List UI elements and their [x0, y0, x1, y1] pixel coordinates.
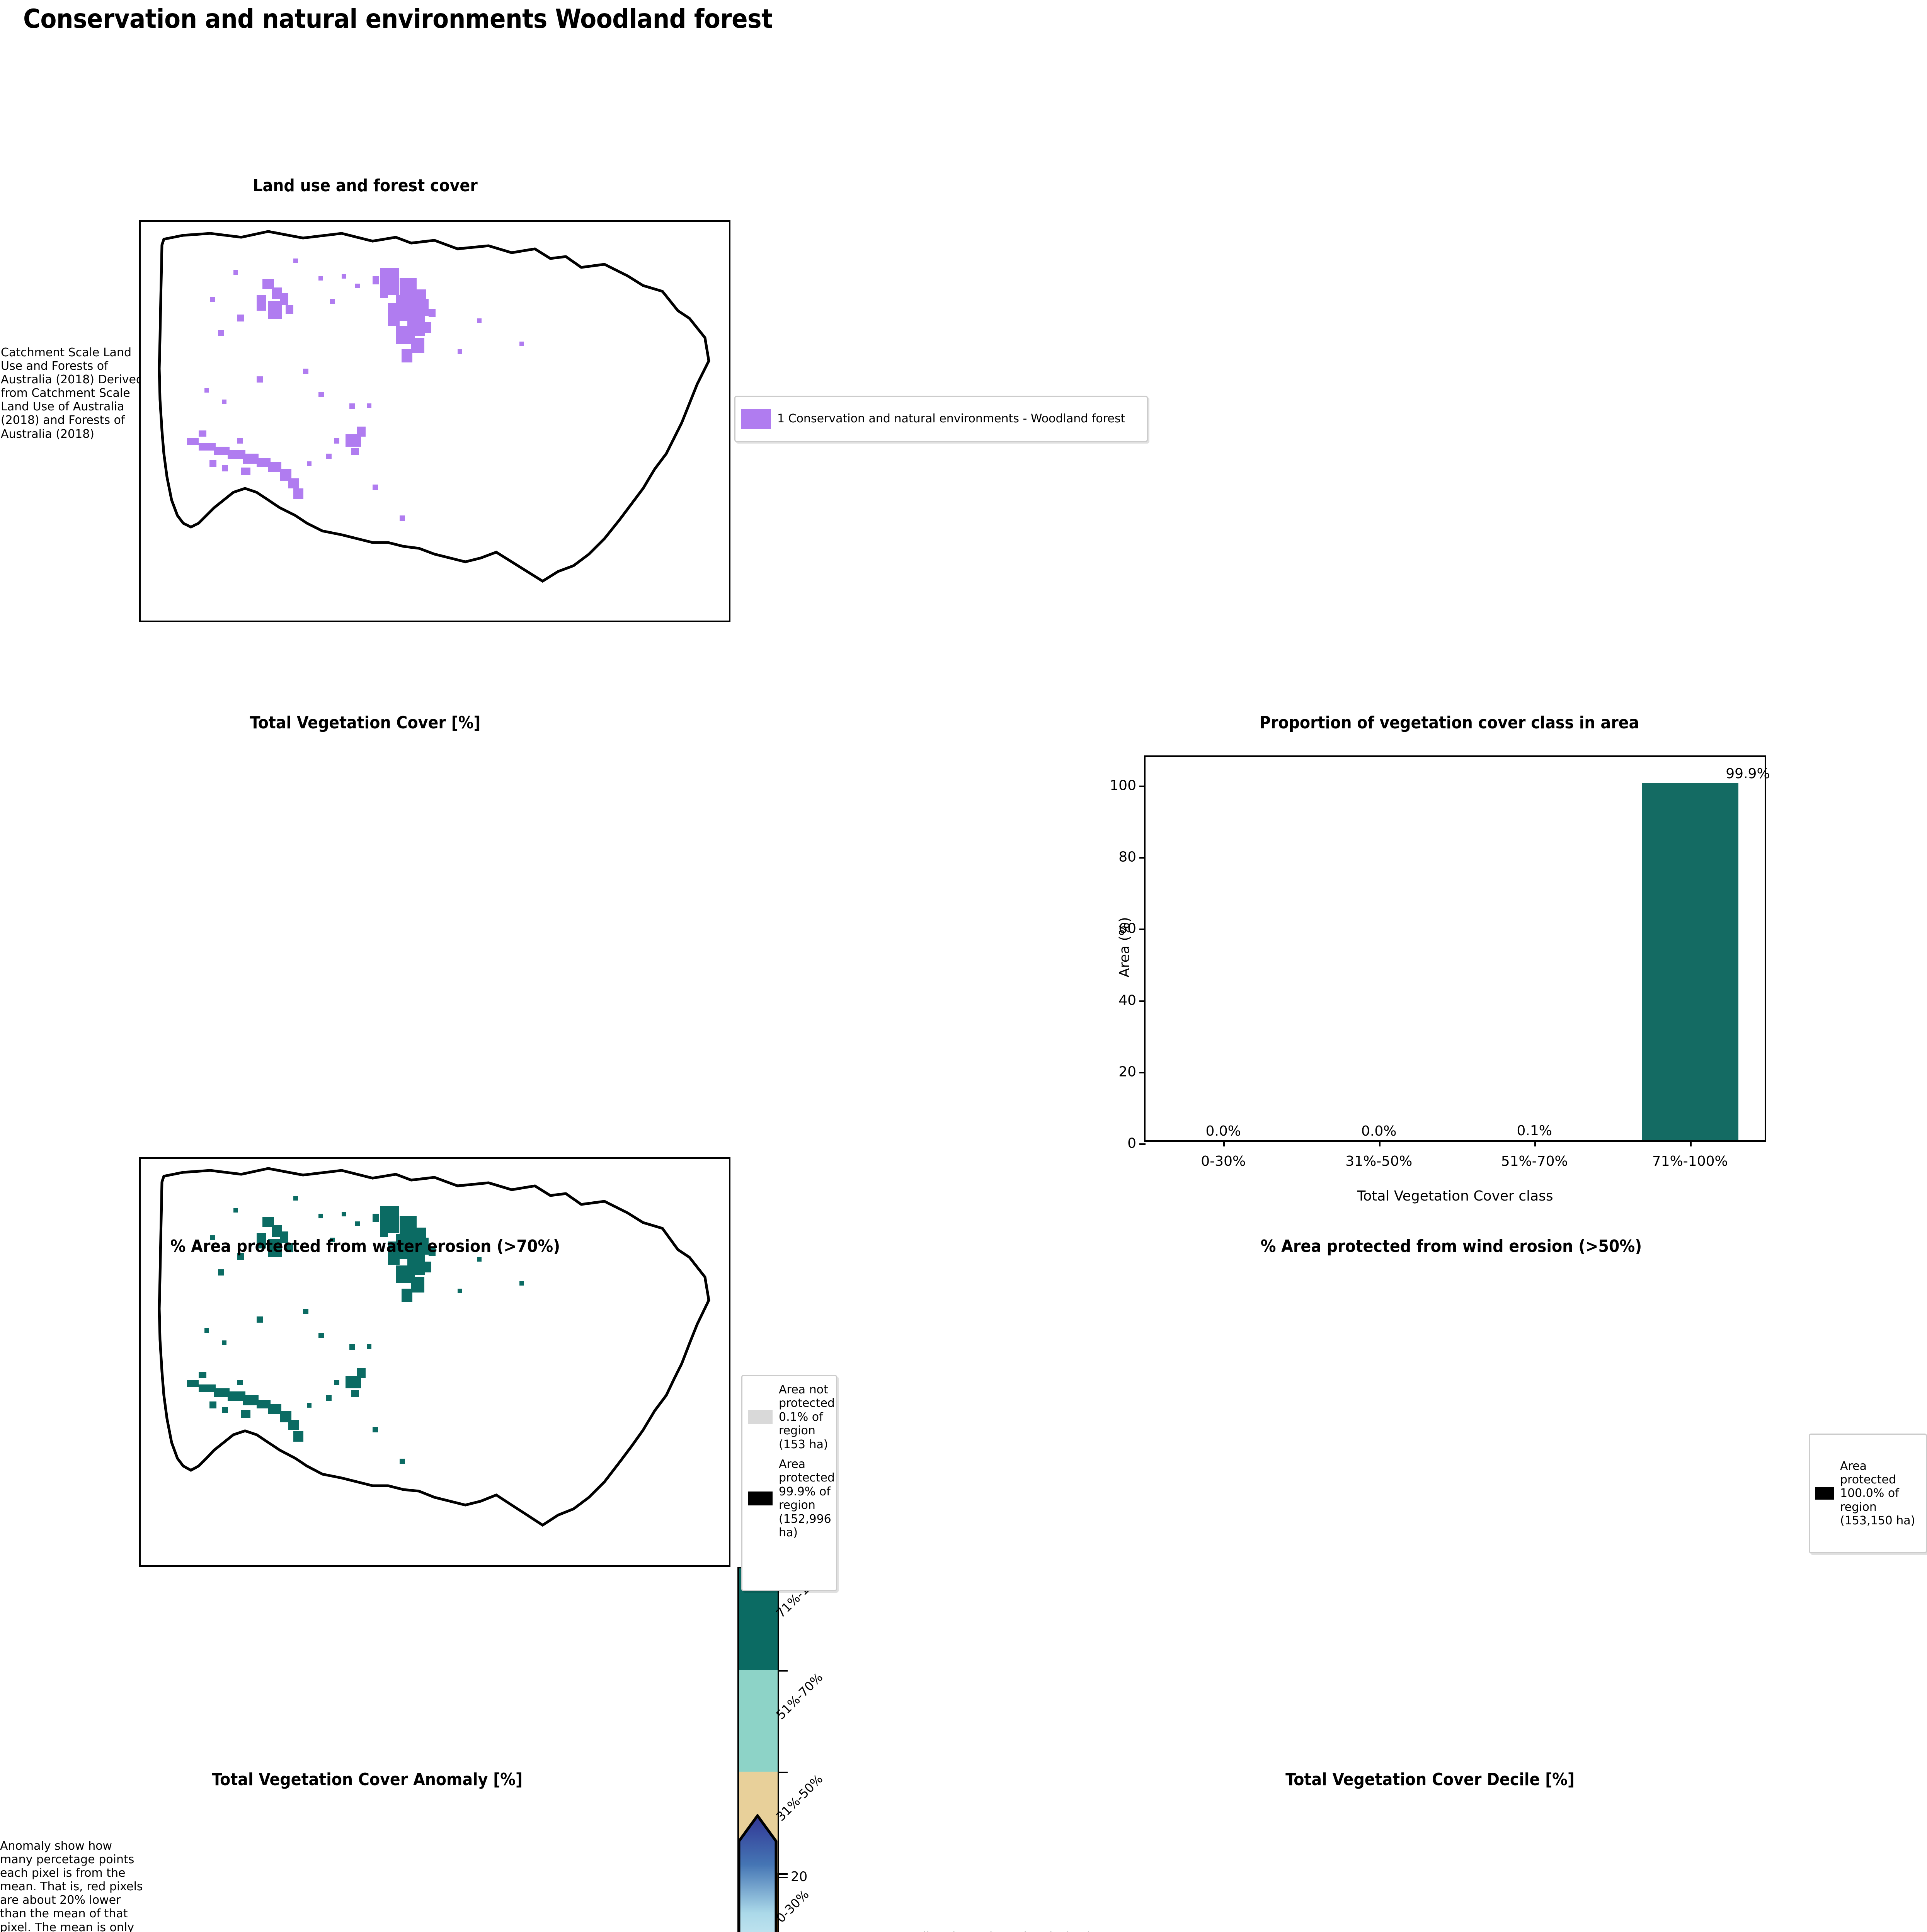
wind-erosion-panel-title: % Area protected from wind erosion (>50%… — [1260, 1236, 1642, 1256]
proportion-bar-chart[interactable]: 0 20 40 60 80 100 0-30% 0.0% 31%-50% 0.0% 51%-70% 0… — [1110, 755, 1770, 1204]
chart-y-tick-mark — [1139, 786, 1146, 787]
chart-x-tick-label: 71%-100% — [1652, 1153, 1728, 1169]
water-erosion-legend: Area not protected 0.1% of region (153 h… — [741, 1375, 837, 1591]
anomaly-explanation-note: Anomaly show how many percetage points e… — [0, 1839, 143, 1932]
water-erosion-legend-swatch-not-protected — [748, 1410, 773, 1424]
chart-x-tick-mark — [1379, 1140, 1381, 1146]
anomaly-panel-title: Total Vegetation Cover Anomaly [%] — [211, 1770, 523, 1789]
chart-y-tick-label: 20 — [1118, 1064, 1136, 1080]
water-erosion-legend-label-protected: Area protected 99.9% of region (152,996 … — [779, 1457, 835, 1539]
chart-y-tick-label: 0 — [1127, 1135, 1136, 1151]
chart-y-axis-label: Area (%) — [1117, 917, 1133, 978]
water-erosion-legend-label-not-protected: Area not protected 0.1% of region (153 h… — [779, 1383, 835, 1451]
land-use-pixels — [187, 259, 524, 521]
veg-cover-colorbar-segment — [739, 1670, 778, 1772]
veg-cover-pixels — [187, 1196, 524, 1464]
chart-x-tick-mark — [1223, 1140, 1225, 1146]
chart-x-tick-mark — [1690, 1140, 1692, 1146]
chart-bar-value-label: 99.9% — [1726, 766, 1770, 782]
chart-bar-value-label: 0.1% — [1517, 1123, 1552, 1139]
legend-item: Area protected 100.0% of region (153,150… — [1815, 1459, 1920, 1528]
veg-cover-map[interactable] — [139, 1157, 730, 1567]
land-use-map[interactable] — [139, 220, 730, 622]
land-use-legend-swatch — [741, 409, 771, 429]
chart-y-tick-mark — [1139, 1000, 1146, 1002]
chart-x-tick-mark — [1534, 1140, 1536, 1146]
chart-x-tick-label: 31%-50% — [1345, 1153, 1413, 1169]
land-use-legend: 1 Conservation and natural environments … — [734, 396, 1148, 442]
land-use-map-svg — [158, 230, 710, 583]
decile-panel-title: Total Vegetation Cover Decile [%] — [1285, 1770, 1575, 1789]
land-use-panel-title: Land use and forest cover — [253, 176, 478, 196]
chart-y-tick-label: 80 — [1118, 849, 1136, 865]
chart-y-tick-mark — [1139, 929, 1146, 930]
veg-cover-colorbar-tick — [778, 1772, 788, 1773]
land-use-legend-label: 1 Conservation and natural environments … — [777, 412, 1125, 426]
veg-cover-colorbar-tick — [778, 1670, 788, 1672]
chart-y-tick-label: 100 — [1110, 777, 1136, 794]
chart-x-axis-label: Total Vegetation Cover class — [1357, 1188, 1553, 1204]
legend-item: Area protected 99.9% of region (152,996 … — [748, 1458, 835, 1539]
veg-cover-panel-title: Total Vegetation Cover [%] — [250, 713, 481, 733]
chart-x-tick-label: 51%-70% — [1501, 1153, 1568, 1169]
anomaly-colorbar-label: 20 — [791, 1869, 808, 1884]
chart-y-tick-mark — [1139, 1143, 1146, 1145]
anomaly-colorbar-tick — [778, 1877, 788, 1878]
anomaly-colorbar-svg — [737, 1813, 778, 1932]
page-title: Conservation and natural environments Wo… — [23, 4, 773, 34]
chart-y-tick-mark — [1139, 1071, 1146, 1073]
chart-bar[interactable] — [1641, 783, 1738, 1140]
chart-y-tick-mark — [1139, 857, 1146, 859]
water-erosion-legend-swatch-protected — [748, 1492, 773, 1506]
chart-bar-value-label: 0.0% — [1205, 1123, 1241, 1139]
wind-erosion-legend-swatch-protected — [1815, 1487, 1834, 1500]
veg-cover-map-svg — [158, 1167, 710, 1527]
wind-erosion-legend-label-protected: Area protected 100.0% of region (153,150… — [1840, 1459, 1915, 1528]
chart-x-tick-label: 0-30% — [1201, 1153, 1246, 1169]
anomaly-colorbar: 20100−10−20 — [737, 1813, 807, 1932]
chart-bar-value-label: 0.0% — [1361, 1123, 1397, 1139]
decile-explanation-note: Deciles show where the pixel value lies … — [901, 1930, 1111, 1932]
proportion-chart-title: Proportion of vegetation cover class in … — [1259, 713, 1639, 733]
chart-y-tick-label: 60 — [1118, 920, 1136, 937]
land-use-source-note: Catchment Scale Land Use and Forests of … — [1, 346, 144, 441]
legend-item: Area not protected 0.1% of region (153 h… — [748, 1383, 835, 1451]
chart-y-tick-label: 40 — [1118, 992, 1136, 1009]
veg-cover-colorbar-tick — [778, 1873, 788, 1875]
wind-erosion-legend: Area protected 100.0% of region (153,150… — [1809, 1434, 1927, 1553]
water-erosion-panel-title: % Area protected from water erosion (>70… — [170, 1236, 560, 1256]
